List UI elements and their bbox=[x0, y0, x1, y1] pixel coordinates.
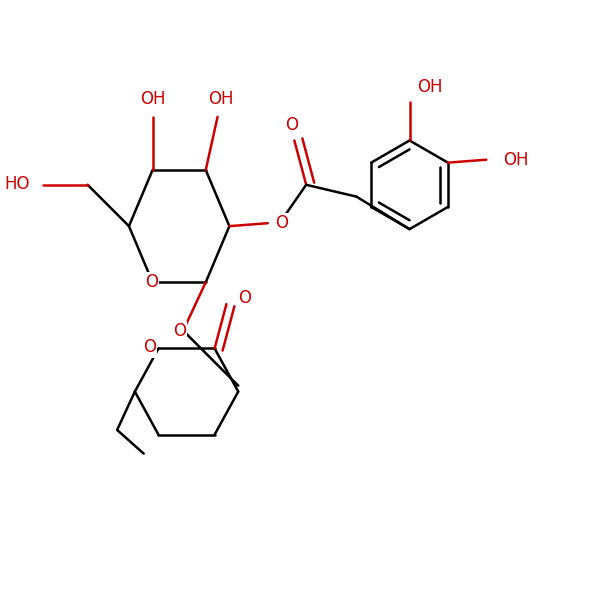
Text: O: O bbox=[238, 289, 251, 307]
Text: OH: OH bbox=[140, 90, 166, 108]
Text: HO: HO bbox=[5, 175, 30, 193]
Text: O: O bbox=[143, 338, 156, 356]
Text: OH: OH bbox=[208, 90, 233, 108]
Text: O: O bbox=[285, 116, 298, 134]
Text: O: O bbox=[275, 214, 288, 232]
Text: O: O bbox=[145, 273, 158, 291]
Text: OH: OH bbox=[503, 151, 529, 169]
Text: O: O bbox=[173, 322, 185, 340]
Text: OH: OH bbox=[416, 79, 442, 97]
